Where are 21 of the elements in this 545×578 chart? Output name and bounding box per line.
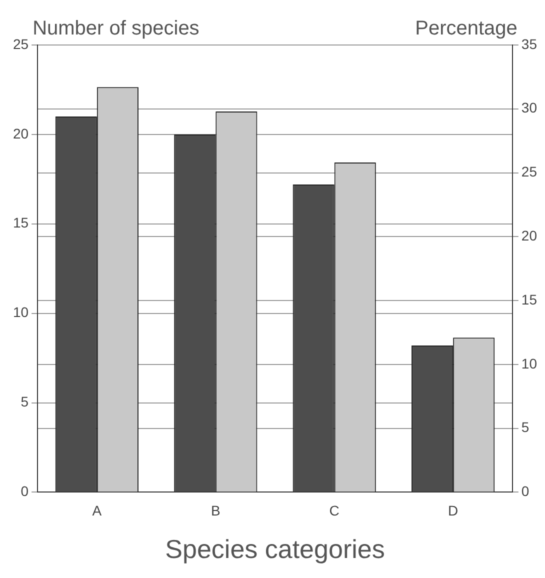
y-axis-title: Number of species <box>32 18 200 40</box>
y2-tick-label: 0 <box>521 483 530 500</box>
y-tick-label: 5 <box>20 394 29 410</box>
x-tick-label: B <box>210 502 220 518</box>
x-tick-label: C <box>329 502 340 518</box>
y-tick-label: 0 <box>20 483 29 500</box>
y-tick-label: 10 <box>12 304 29 320</box>
y2-tick-label: 20 <box>521 228 538 244</box>
y-tick-label: 25 <box>12 36 29 52</box>
x-axis-title: Species categories <box>165 534 385 564</box>
y-tick-label: 15 <box>12 214 29 231</box>
y2-tick-label: 10 <box>521 355 538 372</box>
y2-tick-label: 25 <box>521 164 538 180</box>
x-tick-label: A <box>92 502 102 518</box>
y-tick-label: 20 <box>12 125 29 142</box>
y2-axis-title: Percentage <box>415 18 518 40</box>
y2-tick-label: 15 <box>521 291 538 308</box>
y2-tick-label: 5 <box>521 419 530 436</box>
x-tick-label: D <box>448 502 458 518</box>
y2-tick-label: 35 <box>521 36 538 52</box>
y2-tick-label: 30 <box>521 100 538 116</box>
